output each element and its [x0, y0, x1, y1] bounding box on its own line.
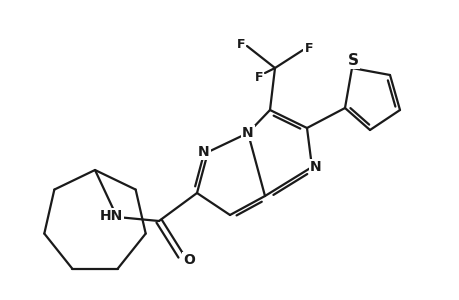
Text: F: F — [304, 41, 313, 55]
Text: O: O — [183, 253, 195, 267]
Text: S: S — [347, 52, 358, 68]
Text: N: N — [309, 160, 321, 174]
Text: F: F — [236, 38, 245, 50]
Text: F: F — [254, 70, 263, 83]
Text: HN: HN — [99, 209, 123, 223]
Text: N: N — [241, 126, 253, 140]
Text: N: N — [198, 145, 209, 159]
